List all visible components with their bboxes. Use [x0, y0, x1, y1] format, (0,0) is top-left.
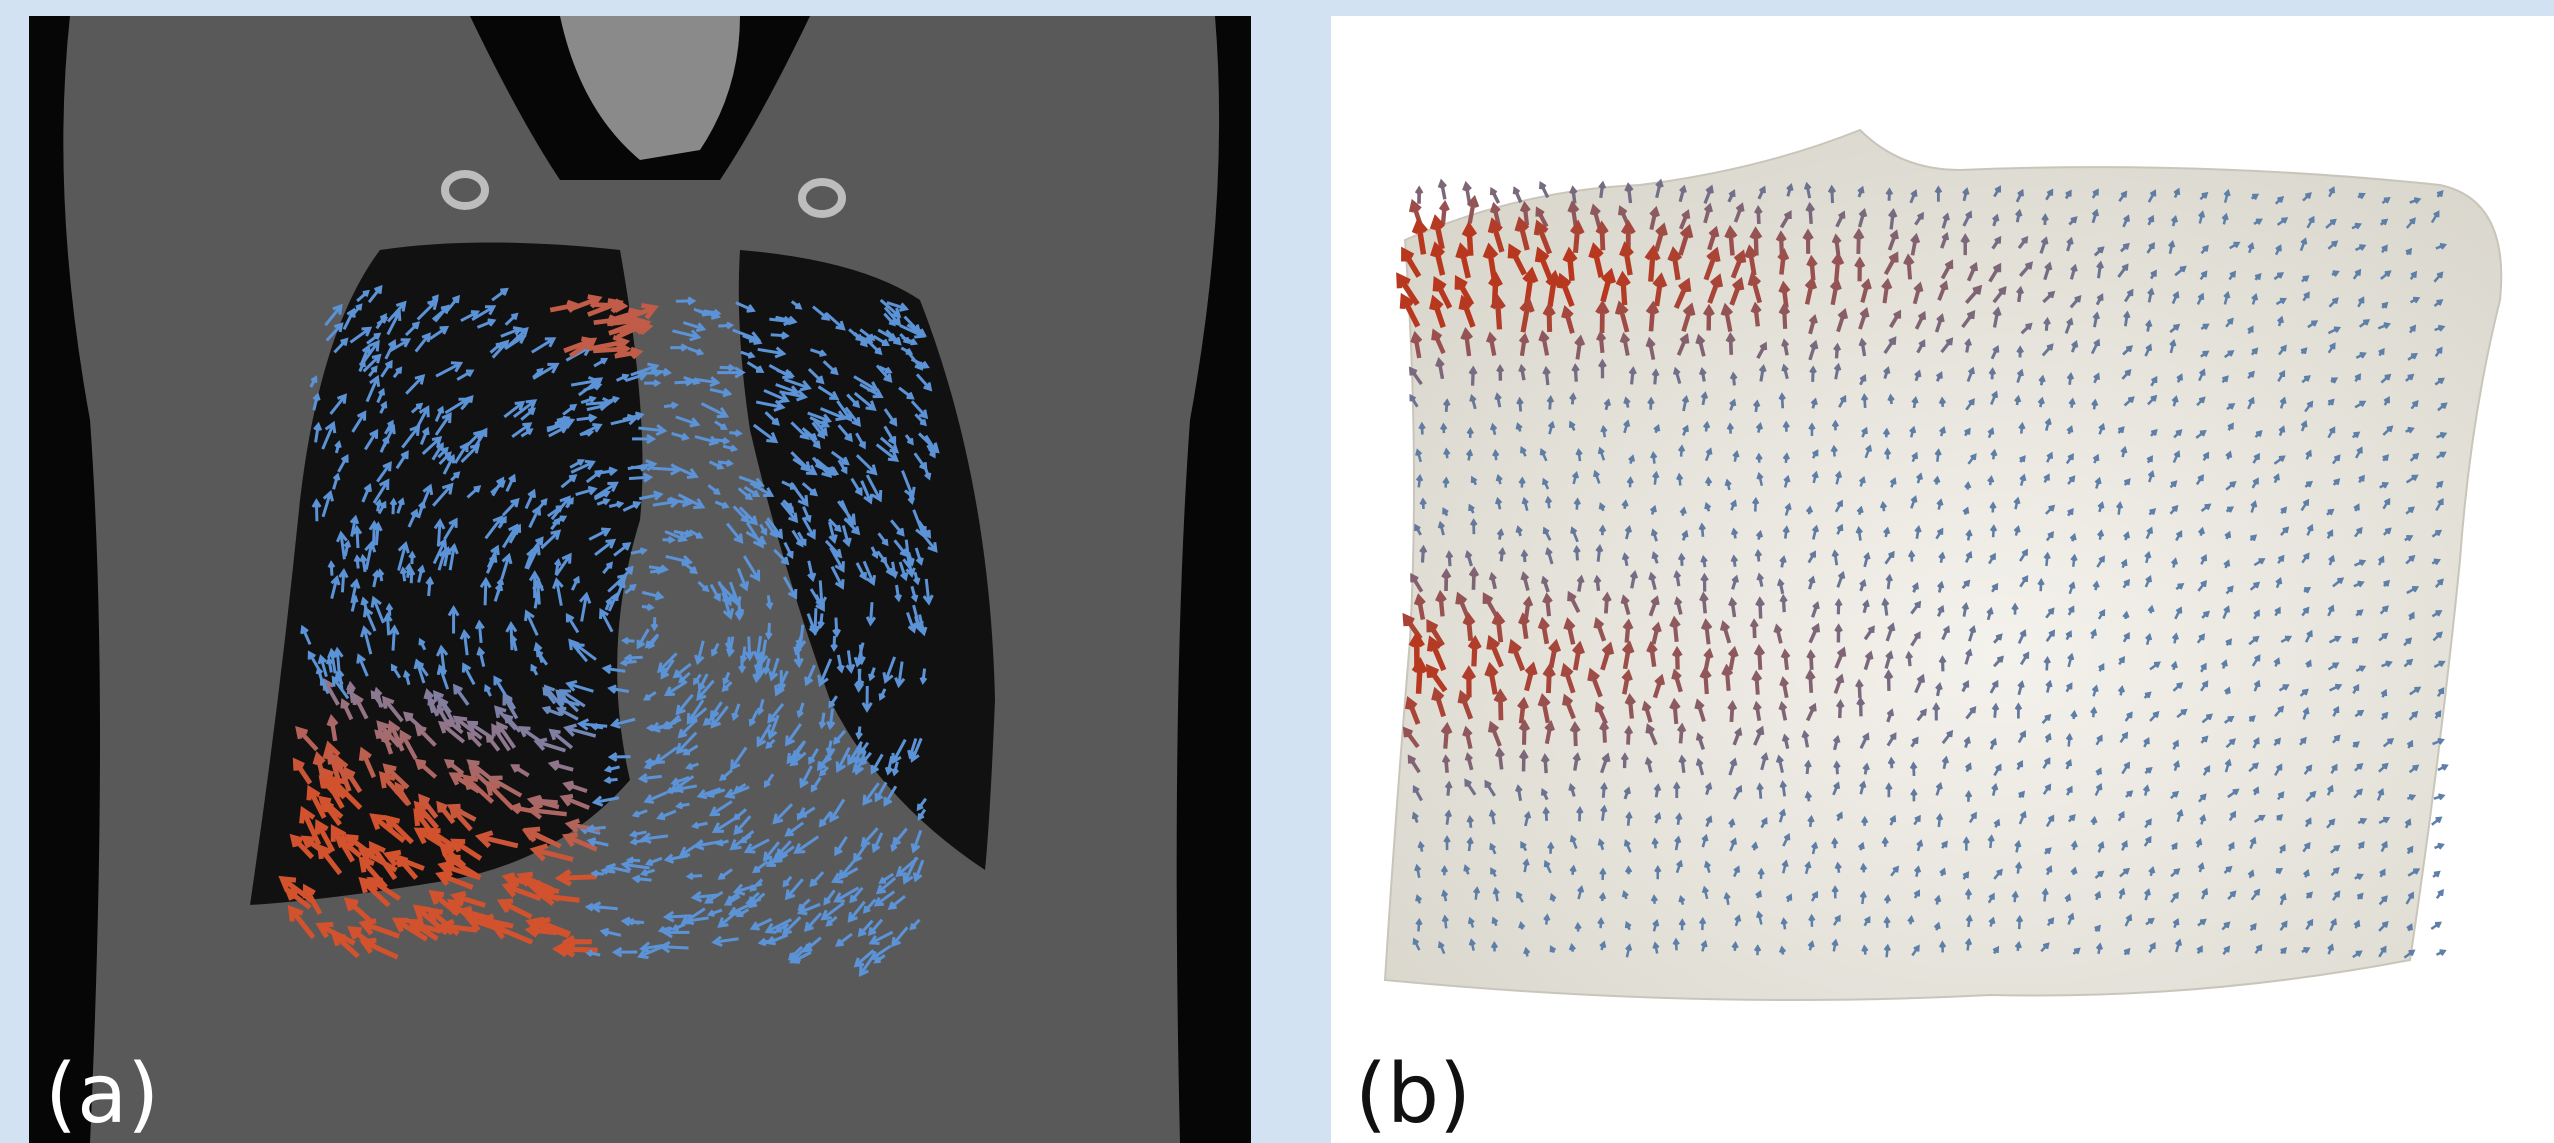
vector-arrow	[2358, 194, 2364, 199]
vector-arrow	[2255, 275, 2260, 280]
vector-arrow	[2382, 303, 2387, 308]
vector-arrow	[2147, 457, 2152, 463]
figure: (a) (b)	[0, 0, 2554, 1143]
vector-arrow	[2353, 433, 2359, 438]
vector-arrow	[2352, 638, 2357, 643]
vector-arrow	[1993, 948, 1998, 954]
vector-arrow	[2334, 480, 2339, 485]
ct-body	[63, 16, 1219, 1143]
vector-arrow	[1756, 892, 1761, 898]
vector-arrow	[2307, 893, 2312, 898]
vector-arrow	[2406, 250, 2411, 255]
vector-arrow	[2145, 693, 2150, 698]
vector-arrow	[2353, 743, 2358, 748]
vector-arrow	[1942, 842, 1947, 848]
vector-arrow	[2354, 505, 2359, 511]
vector-arrow	[2250, 536, 2255, 541]
page: {"panels": [{"label": "(a)"}, {"label": …	[0, 0, 2554, 1143]
vector-arrow	[2327, 510, 2333, 515]
vector-arrow	[2383, 456, 2388, 461]
vector-arrow	[2118, 428, 2123, 433]
panel-label: (a)	[45, 1047, 159, 1142]
panel-a: (a)	[29, 16, 1251, 1143]
vector-arrow	[2124, 480, 2129, 485]
vector-arrow	[2281, 949, 2286, 954]
vector-arrow	[2124, 950, 2129, 955]
vector-arrow	[2331, 379, 2336, 383]
vector-arrow	[2095, 926, 2100, 931]
vector-arrow	[2226, 640, 2231, 645]
vector-arrow	[2407, 925, 2412, 930]
vector-arrow	[2281, 508, 2286, 513]
vector-arrow	[2252, 195, 2257, 200]
panel-b: (b)	[1331, 16, 2554, 1143]
vector-arrow	[2096, 769, 2101, 775]
vector-arrow	[2359, 843, 2364, 849]
vector-arrow	[2304, 588, 2309, 593]
vector-arrow	[2332, 272, 2338, 277]
vector-arrow	[2227, 508, 2233, 513]
vector-arrow	[2020, 457, 2025, 462]
vector-arrow	[2249, 717, 2254, 722]
vector-arrow	[2172, 844, 2177, 849]
vector-arrow	[2379, 350, 2384, 356]
vector-arrow	[2149, 510, 2154, 515]
vector-arrow	[2301, 349, 2306, 354]
vector-arrow	[2068, 510, 2073, 516]
vector-arrow	[2019, 792, 2024, 797]
vector-arrow	[2276, 869, 2281, 874]
vector-arrow	[2277, 816, 2282, 821]
vector-arrow	[2306, 662, 2311, 668]
vector-arrow	[1551, 947, 1556, 952]
vector-arrow	[2357, 894, 2362, 899]
vector-arrow	[2437, 192, 2442, 197]
panel-label: (b)	[1355, 1047, 1471, 1142]
vector-arrow	[2045, 849, 2050, 854]
vector-arrow	[2251, 925, 2256, 931]
